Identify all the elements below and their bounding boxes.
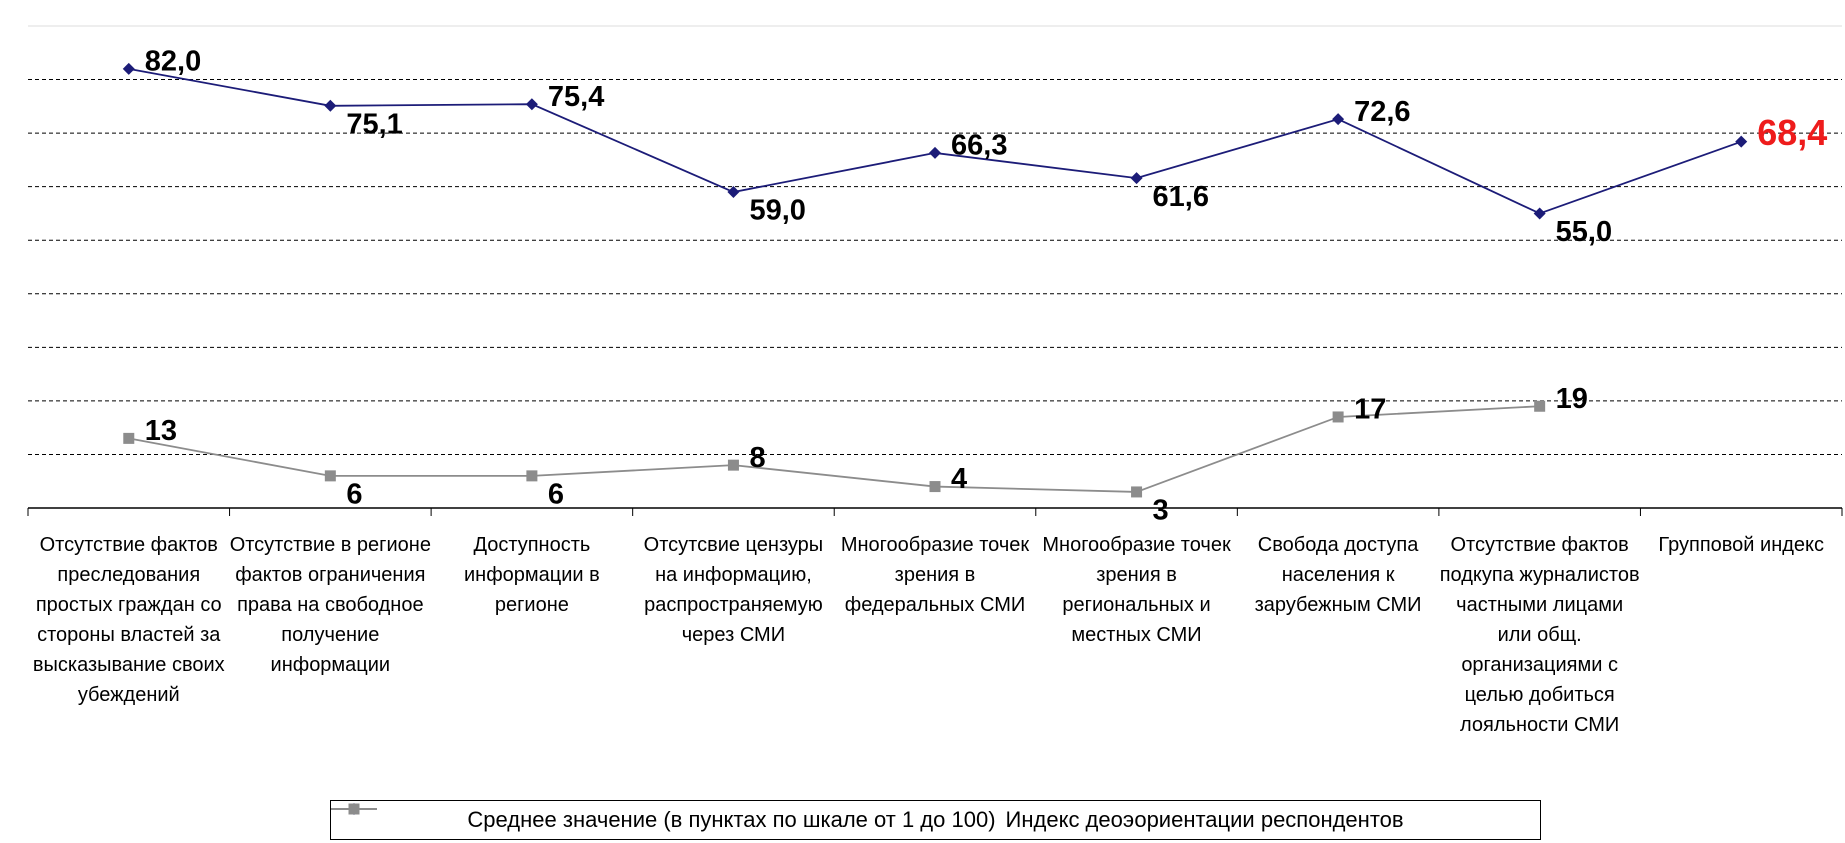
point [1534,400,1546,412]
data-label: 13 [145,415,177,447]
x-tick-label: Многообразие точек зрения в региональных… [1042,534,1231,646]
data-label: 82,0 [145,46,201,78]
series-line [128,405,1540,493]
data-label: 3 [1153,495,1169,527]
x-tick-label: Отсутсвие цензуры на информацию, распрос… [643,534,824,646]
legend: Среднее значение (в пунктах по шкале от … [330,800,1541,840]
data-label: 61,6 [1153,181,1209,213]
data-label: 19 [1556,383,1588,415]
x-tick-label: Доступность информации в регионе [463,534,600,616]
x-tick-label: Групповой индекс [1658,534,1825,556]
point [1131,486,1143,498]
data-label: 4 [951,463,967,495]
point [1332,411,1344,423]
legend-label: Среднее значение (в пунктах по шкале от … [467,807,996,832]
data-label: 8 [749,442,765,474]
legend-item: Среднее значение (в пунктах по шкале от … [331,803,996,833]
x-tick-label: Отсутствие фактов преследования простых … [32,534,225,706]
data-label: 6 [548,479,564,511]
point [727,186,740,199]
point [727,459,739,471]
series-line [128,67,1742,215]
point [525,98,538,111]
x-tick-label: Отсутствие фактов подкупа журналистов ча… [1439,534,1640,736]
legend-label: Индекс деоэориентации респондентов [1005,807,1404,832]
legend-marker [348,803,360,815]
data-label: 55,0 [1556,216,1612,248]
point [1533,207,1546,220]
legend-item: Индекс деоэориентации респондентов [331,803,1404,833]
data-label: 72,6 [1354,96,1410,128]
x-tick-label: Свобода доступа населения к зарубежным С… [1254,534,1422,616]
data-label: 66,3 [951,130,1007,162]
data-label: 6 [346,479,362,511]
point [123,432,135,444]
point [1130,172,1143,185]
x-tick-label: Многообразие точек зрения в федеральных … [840,534,1030,616]
data-label: 59,0 [749,195,805,227]
point [929,146,941,159]
point [526,470,538,482]
data-label: 75,4 [548,81,604,113]
x-tick-label: Отсутствие в регионе фактов ограничения … [229,534,431,676]
data-label: 75,1 [346,108,402,140]
point [1332,113,1345,126]
data-label: 68,4 [1757,112,1827,153]
point [324,99,337,112]
data-label: 17 [1354,394,1386,426]
legend-swatch [331,803,377,815]
point [929,481,941,493]
point [122,62,135,75]
point [324,470,336,482]
point [1735,135,1748,148]
